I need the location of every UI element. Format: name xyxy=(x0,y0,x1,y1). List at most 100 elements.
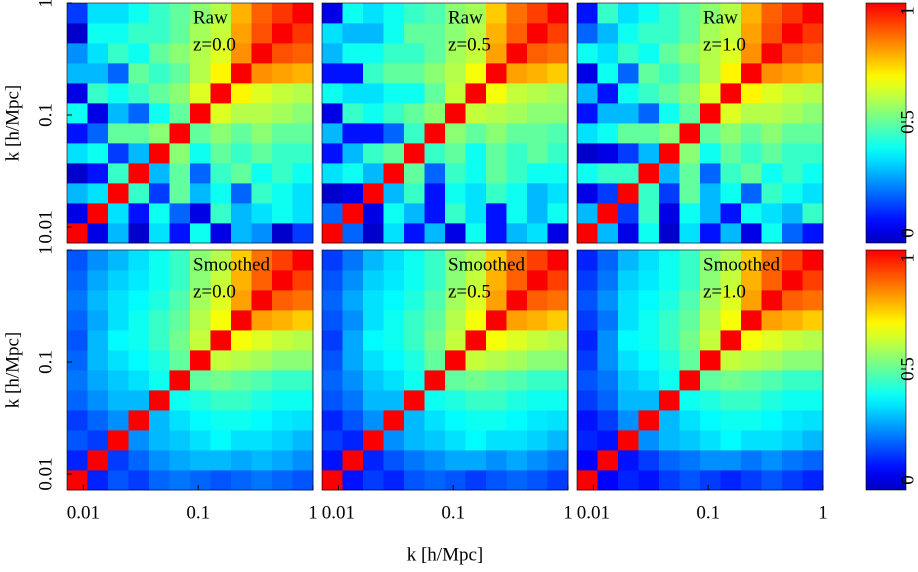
heatmap-cell xyxy=(720,163,742,184)
heatmap-cell xyxy=(802,23,824,44)
heatmap-cell xyxy=(108,450,129,471)
heatmap-cell xyxy=(527,370,548,391)
heatmap-cell xyxy=(761,203,783,224)
heatmap-cell xyxy=(618,63,639,84)
heatmap-cell xyxy=(761,123,783,144)
heatmap-cell xyxy=(87,3,109,24)
heatmap-cell xyxy=(404,430,425,451)
y-tick-label: 0.01 xyxy=(35,210,56,243)
heatmap-cell xyxy=(465,330,487,351)
heatmap-cell xyxy=(506,163,528,184)
heatmap-cell xyxy=(251,330,273,351)
heatmap-cell xyxy=(782,390,803,411)
heatmap-cell xyxy=(363,330,384,351)
heatmap-cell xyxy=(700,143,721,164)
heatmap-cell xyxy=(169,43,191,64)
heatmap-cell xyxy=(67,410,88,431)
heatmap-cell xyxy=(659,470,680,491)
heatmap-cell xyxy=(342,370,364,391)
heatmap-cell xyxy=(577,470,598,491)
heatmap-cell xyxy=(424,203,446,224)
heatmap-cell xyxy=(638,330,660,351)
heatmap-cell xyxy=(190,123,211,144)
heatmap-cell xyxy=(741,370,762,391)
heatmap-cell xyxy=(802,250,824,271)
heatmap-cell xyxy=(67,63,88,84)
heatmap-cell xyxy=(638,470,660,491)
heatmap-cell xyxy=(67,43,88,64)
x-tick-label: 0.01 xyxy=(67,502,100,523)
x-tick-label: 1 xyxy=(308,502,318,523)
heatmap-cell xyxy=(527,143,548,164)
heatmap-cell xyxy=(424,450,446,471)
heatmap-cell xyxy=(210,330,232,351)
heatmap-cell xyxy=(486,270,507,291)
heatmap-cell xyxy=(108,250,129,271)
heatmap-cell xyxy=(527,470,548,491)
heatmap-cell xyxy=(547,23,569,44)
heatmap-cell xyxy=(342,390,364,411)
heatmap-cell xyxy=(597,83,619,104)
heatmap-cell xyxy=(108,3,129,24)
heatmap-cell xyxy=(67,223,88,244)
y-axis-label: k [h/Mpc] xyxy=(2,332,23,409)
heatmap-cell xyxy=(272,43,293,64)
heatmap-cell xyxy=(404,123,425,144)
heatmap-cell xyxy=(149,63,170,84)
heatmap-cell xyxy=(322,43,343,64)
heatmap-cell xyxy=(638,143,660,164)
heatmap-cell xyxy=(190,103,211,124)
heatmap-cell xyxy=(67,103,88,124)
heatmap-cell xyxy=(506,23,528,44)
heatmap-cell xyxy=(190,43,211,64)
heatmap-cell xyxy=(700,223,721,244)
heatmap-cell xyxy=(465,310,487,331)
heatmap-cell xyxy=(342,270,364,291)
heatmap-cell xyxy=(128,123,150,144)
heatmap-cell xyxy=(527,183,548,204)
heatmap-cell xyxy=(445,470,466,491)
heatmap-cell xyxy=(802,330,824,351)
heatmap-cell xyxy=(87,270,109,291)
heatmap-cell xyxy=(383,143,405,164)
heatmap-cell xyxy=(424,390,446,411)
heatmap-cell xyxy=(322,350,343,371)
heatmap-cell xyxy=(87,123,109,144)
heatmap-cell xyxy=(210,310,232,331)
heatmap-cell xyxy=(465,430,487,451)
heatmap-cell xyxy=(659,450,680,471)
heatmap-cell xyxy=(108,63,129,84)
heatmap-cell xyxy=(292,250,314,271)
heatmap-cell xyxy=(618,350,639,371)
heatmap-cell xyxy=(741,83,762,104)
heatmap-cell xyxy=(638,3,660,24)
heatmap-cell xyxy=(87,223,109,244)
heatmap-cell xyxy=(169,223,191,244)
heatmap-cell xyxy=(128,370,150,391)
heatmap-cell xyxy=(342,63,364,84)
heatmap-cell xyxy=(128,163,150,184)
heatmap-cell xyxy=(210,203,232,224)
heatmap-cell xyxy=(802,350,824,371)
heatmap-cell xyxy=(363,270,384,291)
heatmap-cell xyxy=(251,103,273,124)
heatmap-cell xyxy=(659,203,680,224)
heatmap-cell xyxy=(272,390,293,411)
heatmap-cell xyxy=(383,250,405,271)
heatmap-cell xyxy=(659,270,680,291)
heatmap-cell xyxy=(108,83,129,104)
heatmap-cell xyxy=(128,63,150,84)
heatmap-cell xyxy=(577,290,598,311)
heatmap-cell xyxy=(700,350,721,371)
heatmap-cell xyxy=(292,83,314,104)
heatmap-cell xyxy=(149,450,170,471)
heatmap-cell xyxy=(700,23,721,44)
heatmap-cell xyxy=(342,83,364,104)
heatmap-cell xyxy=(445,3,466,24)
heatmap-cell xyxy=(342,250,364,271)
heatmap-cell xyxy=(404,183,425,204)
heatmap-cell xyxy=(404,103,425,124)
heatmap-cell xyxy=(547,83,569,104)
heatmap-cell xyxy=(486,310,507,331)
heatmap-cell xyxy=(618,163,639,184)
